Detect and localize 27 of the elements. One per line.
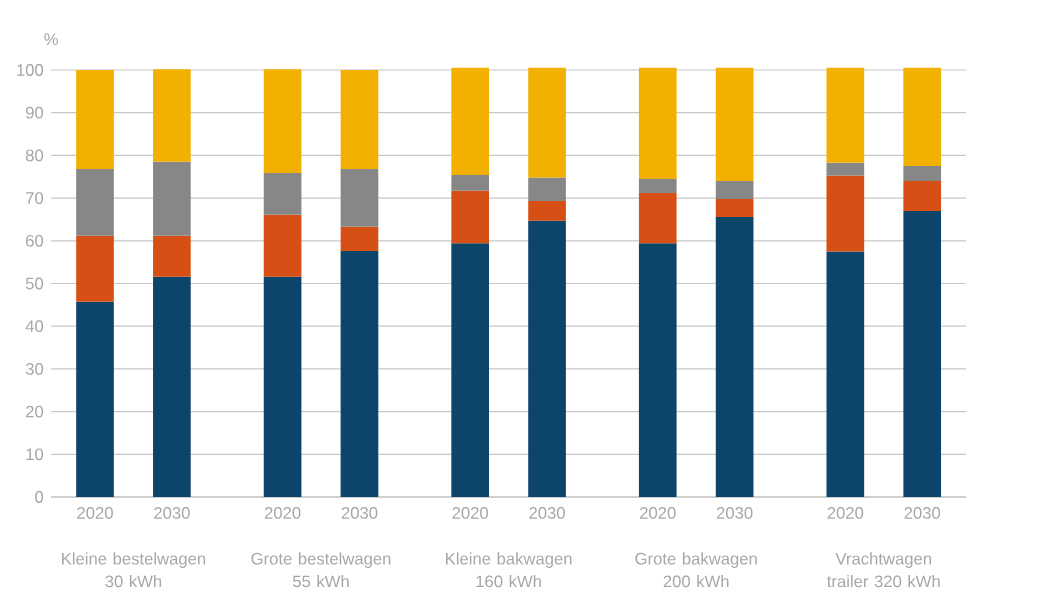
y-tick-label: 80 — [25, 149, 44, 162]
text: Grote bestelwagen 55 kWh — [251, 552, 391, 588]
x-tick-label: 2030 — [529, 507, 565, 519]
x-tick-label: 2020 — [77, 507, 113, 519]
y-tick-label: 40 — [25, 320, 44, 333]
text: Kleine bestelwagen 30 kWh — [62, 552, 206, 588]
y-tick-label: 60 — [26, 234, 44, 247]
y-tick-label: 30 — [25, 363, 44, 375]
y-axis-title: % — [44, 33, 58, 46]
x-tick-label: 2030 — [154, 507, 190, 519]
x-tick-label: 2020 — [452, 507, 489, 519]
y-tick-label: 90 — [25, 106, 44, 119]
y-tick-label: 20 — [26, 405, 44, 418]
y-tick-label: 50 — [25, 277, 44, 290]
text: Kleine bakwagen 160 kWh — [446, 552, 572, 588]
x-tick-label: 2020 — [827, 507, 864, 519]
x-tick-label: 2030 — [341, 507, 378, 519]
x-tick-label: 2020 — [640, 507, 676, 519]
x-tick-label: 2030 — [904, 507, 941, 519]
y-tick-label: 100 — [17, 64, 44, 76]
text: Vrachtwagen trailer 320 kWh — [827, 552, 940, 588]
x-tick-label: 2020 — [264, 507, 301, 519]
y-tick-label: 70 — [26, 192, 44, 204]
y-tick-label: 10 — [26, 448, 44, 461]
x-tick-label: 2030 — [716, 507, 753, 519]
y-tick-label: 0 — [35, 491, 44, 503]
text: Grote bakwagen 200 kWh — [635, 552, 757, 588]
